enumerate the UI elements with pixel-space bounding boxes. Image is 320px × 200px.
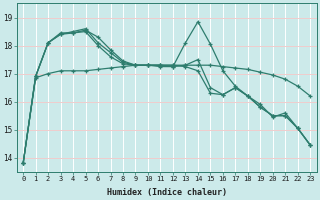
- X-axis label: Humidex (Indice chaleur): Humidex (Indice chaleur): [107, 188, 227, 197]
